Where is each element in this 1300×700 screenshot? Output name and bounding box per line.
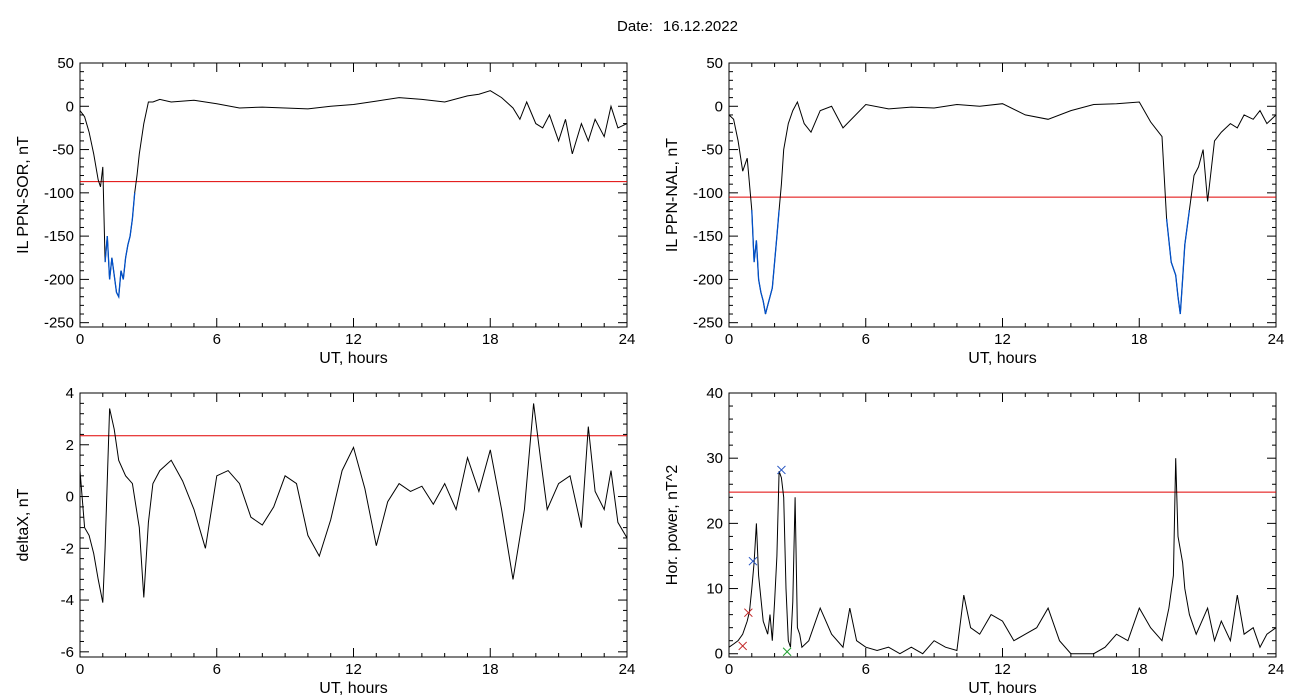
date-value: 16.12.2022 [662, 18, 738, 35]
x-tick-label: 24 [1268, 331, 1285, 348]
series-line [79, 90, 628, 299]
x-tick-label: 24 [1268, 661, 1285, 678]
series-below-threshold [751, 210, 780, 315]
x-tick-label: 12 [994, 661, 1011, 678]
y-tick-label: -150 [44, 228, 74, 245]
y-tick-label: 20 [706, 515, 723, 532]
cross-marker [748, 556, 758, 566]
x-tick-label: 24 [619, 331, 636, 348]
x-tick-label: 0 [725, 331, 733, 348]
x-tick-label: 6 [862, 661, 870, 678]
y-tick-label: 50 [706, 55, 723, 72]
y-tick-label: 50 [57, 55, 74, 72]
x-tick-label: 18 [1131, 331, 1148, 348]
plot-frame [728, 62, 1277, 328]
x-tick-label: 18 [482, 661, 499, 678]
y-axis-label: Hor. power, nT^2 [664, 465, 681, 586]
plot-frame [79, 392, 628, 658]
y-tick-label: 4 [66, 385, 74, 402]
x-tick-label: 12 [345, 661, 362, 678]
y-tick-label: -200 [693, 271, 723, 288]
panel-il-sor: 0 6 12 18 24 50 0 -50 -100 -150 -200 -250 UT, hours I… [15, 55, 635, 367]
series-line [79, 403, 628, 603]
x-tick-label: 0 [725, 661, 733, 678]
y-axis-label: IL PPN-NAL, nT [664, 138, 681, 252]
x-tick-label: 6 [213, 331, 221, 348]
y-axis-label: IL PPN-SOR, nT [15, 136, 32, 254]
x-axis-label: UT, hours [968, 350, 1036, 367]
x-axis-label: UT, hours [968, 680, 1036, 697]
y-tick-label: -250 [44, 315, 74, 332]
series-below-threshold [1165, 210, 1191, 315]
y-tick-label: 40 [706, 385, 723, 402]
y-tick-label: -200 [44, 271, 74, 288]
y-tick-label: 0 [66, 98, 74, 115]
y-tick-label: -250 [693, 315, 723, 332]
y-tick-label: 0 [715, 646, 723, 663]
cross-marker [777, 465, 786, 475]
y-tick-label: 10 [706, 581, 723, 598]
panel-hor-power: 0 6 12 18 24 40 30 20 10 0 UT, hours Hor. power, nT… [664, 385, 1284, 697]
x-axis-label: UT, hours [319, 350, 387, 367]
x-axis-label: UT, hours [319, 680, 387, 697]
x-tick-label: 18 [482, 331, 499, 348]
cross-marker [782, 647, 792, 657]
plot-frame [79, 62, 628, 328]
y-tick-label: -6 [61, 644, 74, 661]
y-tick-label: 2 [66, 437, 74, 454]
x-tick-label: 6 [862, 331, 870, 348]
y-tick-label: -150 [693, 228, 723, 245]
date-label: Date: [617, 18, 653, 35]
x-tick-label: 24 [619, 661, 636, 678]
x-tick-label: 0 [76, 331, 84, 348]
panel-delta-x: 0 6 12 18 24 4 2 0 -2 -4 -6 UT, hours deltaX, nT [15, 385, 635, 697]
series-below-threshold [104, 192, 136, 300]
y-tick-label: -100 [44, 185, 74, 202]
plot-frame [728, 392, 1277, 658]
x-tick-label: 0 [76, 661, 84, 678]
y-tick-label: -4 [61, 592, 74, 609]
series-line [728, 458, 1277, 655]
y-axis-label: deltaX, nT [15, 488, 32, 561]
x-tick-label: 12 [345, 331, 362, 348]
series-line [728, 100, 1277, 315]
y-tick-label: 30 [706, 450, 723, 467]
y-tick-label: 0 [715, 98, 723, 115]
x-tick-label: 12 [994, 331, 1011, 348]
cross-marker [738, 641, 748, 651]
y-tick-label: 0 [66, 489, 74, 506]
x-tick-label: 18 [1131, 661, 1148, 678]
page-title: Date: 16.12.2022 [0, 18, 1300, 35]
panel-il-nal: 0 6 12 18 24 50 0 -50 -100 -150 -200 -250 UT, hours I… [664, 55, 1284, 367]
y-tick-label: -2 [61, 540, 74, 557]
x-tick-label: 6 [213, 661, 221, 678]
y-tick-label: -50 [701, 142, 723, 159]
y-tick-label: -50 [52, 142, 74, 159]
y-tick-label: -100 [693, 185, 723, 202]
cross-marker [744, 608, 753, 618]
